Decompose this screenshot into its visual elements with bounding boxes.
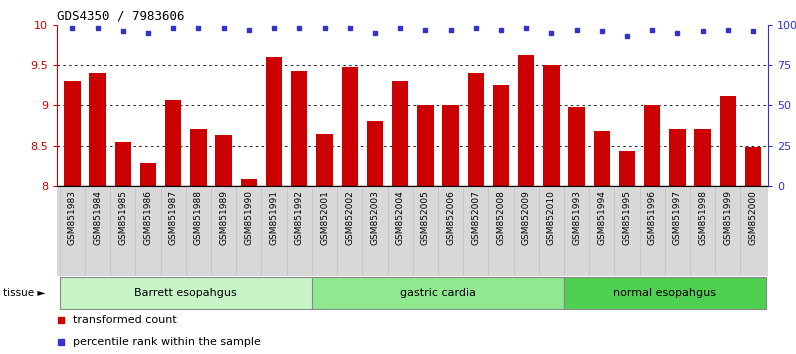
Text: percentile rank within the sample: percentile rank within the sample [73, 337, 261, 347]
Text: normal esopahgus: normal esopahgus [613, 288, 716, 298]
Text: GSM851983: GSM851983 [68, 190, 77, 245]
Bar [367, 121, 383, 186]
Bar [518, 55, 534, 186]
Text: GSM851989: GSM851989 [219, 190, 228, 245]
Text: GSM852003: GSM852003 [370, 190, 380, 245]
Text: GSM851984: GSM851984 [93, 190, 102, 245]
Bar [417, 105, 434, 186]
Bar [190, 130, 207, 186]
Bar [568, 107, 585, 186]
Text: GSM852010: GSM852010 [547, 190, 556, 245]
Bar [594, 131, 610, 186]
Text: GSM851993: GSM851993 [572, 190, 581, 245]
Text: GSM851985: GSM851985 [119, 190, 127, 245]
Text: GSM851996: GSM851996 [648, 190, 657, 245]
Text: GSM851997: GSM851997 [673, 190, 682, 245]
Bar [89, 73, 106, 186]
Text: GSM852008: GSM852008 [497, 190, 505, 245]
Bar [392, 81, 408, 186]
Text: GSM852005: GSM852005 [421, 190, 430, 245]
Bar [720, 96, 736, 186]
Bar [216, 135, 232, 186]
Bar [644, 105, 661, 186]
Bar [443, 105, 458, 186]
Bar [564, 277, 766, 309]
Text: GSM852006: GSM852006 [446, 190, 455, 245]
Text: GSM851988: GSM851988 [194, 190, 203, 245]
Bar [316, 133, 333, 186]
Bar [115, 142, 131, 186]
Bar [266, 57, 283, 186]
Bar [467, 73, 484, 186]
Text: GSM851987: GSM851987 [169, 190, 178, 245]
Text: GSM851998: GSM851998 [698, 190, 707, 245]
Bar [240, 179, 257, 186]
Bar [618, 151, 635, 186]
Bar [312, 277, 564, 309]
Bar [64, 81, 80, 186]
Text: Barrett esopahgus: Barrett esopahgus [135, 288, 237, 298]
Text: transformed count: transformed count [73, 315, 177, 325]
Text: GSM851999: GSM851999 [724, 190, 732, 245]
Bar [291, 72, 307, 186]
Bar [745, 147, 761, 186]
Text: GSM851994: GSM851994 [597, 190, 607, 245]
Text: GSM851986: GSM851986 [143, 190, 153, 245]
Bar [694, 130, 711, 186]
Text: GSM851995: GSM851995 [622, 190, 631, 245]
Bar [543, 65, 560, 186]
Text: GSM852002: GSM852002 [345, 190, 354, 245]
Text: GSM852001: GSM852001 [320, 190, 329, 245]
Text: GSM852009: GSM852009 [521, 190, 531, 245]
Bar [341, 67, 358, 186]
Bar [60, 277, 312, 309]
Bar [140, 163, 156, 186]
Text: gastric cardia: gastric cardia [400, 288, 476, 298]
Text: GSM852000: GSM852000 [748, 190, 758, 245]
Text: tissue ►: tissue ► [3, 288, 45, 298]
Text: GDS4350 / 7983606: GDS4350 / 7983606 [57, 9, 185, 22]
Text: GSM852007: GSM852007 [471, 190, 480, 245]
Bar [493, 85, 509, 186]
Text: GSM852004: GSM852004 [396, 190, 404, 245]
Bar [165, 101, 181, 186]
Text: GSM851991: GSM851991 [270, 190, 279, 245]
Text: GSM851990: GSM851990 [244, 190, 253, 245]
Bar [669, 130, 685, 186]
Text: GSM851992: GSM851992 [295, 190, 304, 245]
